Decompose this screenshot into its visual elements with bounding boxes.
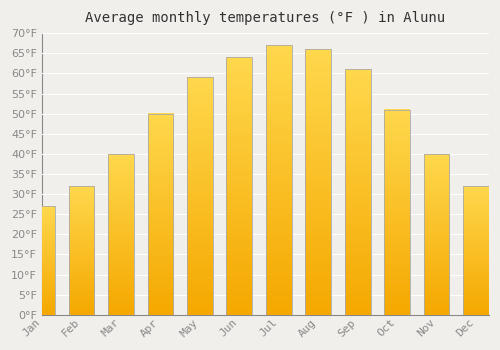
Bar (108, 154, 134, 315)
Bar (306, 49, 331, 315)
Title: Average monthly temperatures (°F ) in Alunu: Average monthly temperatures (°F ) in Al… (86, 11, 446, 25)
Bar (345, 69, 370, 315)
Bar (148, 114, 173, 315)
Bar (187, 77, 212, 315)
Bar (384, 110, 410, 315)
Bar (463, 186, 489, 315)
Bar (226, 57, 252, 315)
Bar (29, 206, 55, 315)
Bar (266, 45, 291, 315)
Bar (68, 186, 94, 315)
Bar (424, 154, 450, 315)
